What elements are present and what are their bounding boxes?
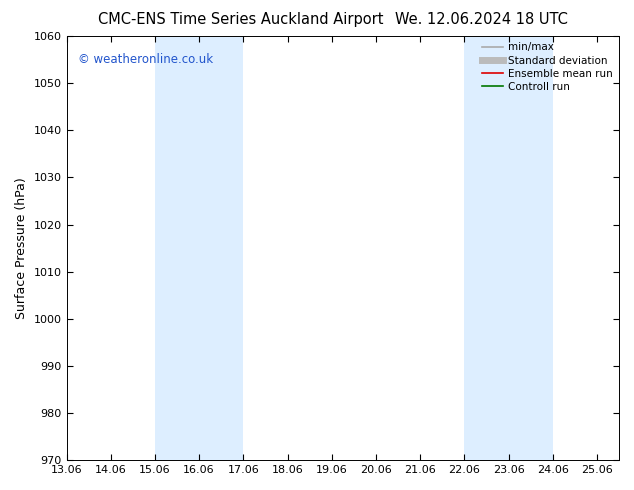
Bar — [464, 36, 553, 460]
Text: © weatheronline.co.uk: © weatheronline.co.uk — [77, 53, 213, 66]
Y-axis label: Surface Pressure (hPa): Surface Pressure (hPa) — [15, 177, 28, 319]
Text: We. 12.06.2024 18 UTC: We. 12.06.2024 18 UTC — [396, 12, 568, 27]
Bar — [155, 36, 243, 460]
Legend: min/max, Standard deviation, Ensemble mean run, Controll run: min/max, Standard deviation, Ensemble me… — [478, 38, 617, 96]
Text: CMC-ENS Time Series Auckland Airport: CMC-ENS Time Series Auckland Airport — [98, 12, 384, 27]
